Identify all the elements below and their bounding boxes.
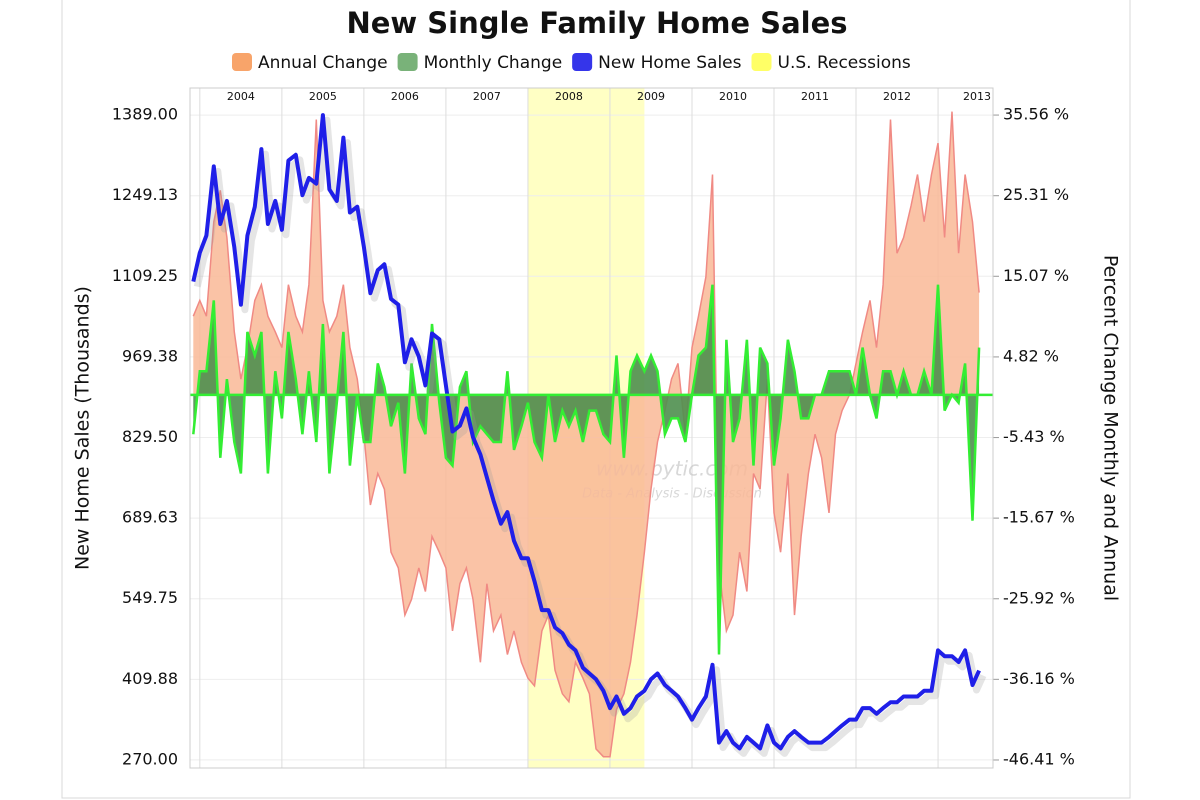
y2-tick-label: -15.67 % <box>1003 508 1075 527</box>
legend-label: Monthly Change <box>424 53 563 73</box>
legend-label: New Home Sales <box>598 53 741 73</box>
y2-axis-label: Percent Change Monthly and Annual <box>1100 255 1122 601</box>
y-tick-label: 1249.13 <box>112 185 178 204</box>
x-tick-label: 2008 <box>555 90 583 103</box>
plot-border <box>189 87 994 769</box>
y2-tick-label: -46.41 % <box>1003 749 1075 768</box>
y2-tick-label: 4.82 % <box>1003 346 1059 365</box>
chart-title: New Single Family Home Sales <box>346 6 847 40</box>
legend-label: U.S. Recessions <box>778 53 911 73</box>
area-line <box>192 284 981 655</box>
y-tick-label: 689.63 <box>122 508 178 527</box>
legend-swatch <box>232 53 252 71</box>
legend-swatch <box>751 53 772 71</box>
y-tick-label: 969.38 <box>122 346 178 365</box>
y-tick-label: 829.50 <box>122 427 178 446</box>
legend-swatch <box>397 53 418 71</box>
y2-tick-label: 15.07 % <box>1003 266 1069 285</box>
x-tick-label: 2012 <box>883 90 911 103</box>
y2-tick-label: 25.31 % <box>1003 185 1069 204</box>
y-tick-label: 1389.00 <box>112 105 178 124</box>
legend-swatch <box>572 53 593 71</box>
x-tick-label: 2009 <box>637 90 665 103</box>
y-tick-label: 409.88 <box>122 669 178 688</box>
x-tick-label: 2004 <box>227 90 255 103</box>
y2-tick-label: -36.16 % <box>1003 669 1075 688</box>
y2-tick-label: 35.56 % <box>1003 105 1069 124</box>
x-tick-label: 2005 <box>309 90 337 103</box>
x-tick-label: 2006 <box>391 90 419 103</box>
x-tick-label: 2011 <box>801 90 829 103</box>
line <box>191 113 981 751</box>
x-tick-label: 2007 <box>473 90 501 103</box>
y-tick-label: 549.75 <box>122 588 178 607</box>
legend-label: Annual Change <box>258 53 388 73</box>
y-tick-label: 1109.25 <box>112 266 178 285</box>
x-tick-label: 2013 <box>963 90 991 103</box>
x-tick-label: 2010 <box>719 90 747 103</box>
y-axis-label: New Home Sales (Thousands) <box>72 286 94 570</box>
area-fill <box>193 111 980 757</box>
frame <box>61 0 1131 799</box>
y2-tick-label: -5.43 % <box>1003 427 1065 446</box>
y-tick-label: 270.00 <box>122 749 178 768</box>
y2-tick-label: -25.92 % <box>1003 588 1075 607</box>
area-line <box>192 111 980 758</box>
